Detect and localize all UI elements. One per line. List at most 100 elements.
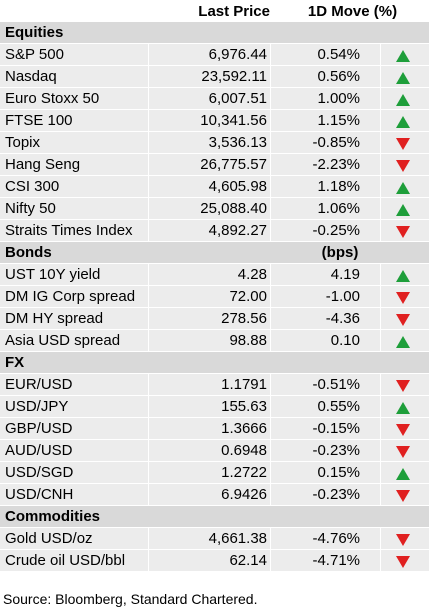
table-header: Last Price 1D Move (%): [0, 0, 429, 22]
down-arrow-icon: [396, 446, 410, 458]
market-table: Equities S&P 500 6,976.44 0.54% Nasdaq 23,592…: [0, 22, 429, 572]
table-row: USD/JPY 155.63 0.55%: [0, 396, 429, 418]
last-price: 62.14: [229, 552, 267, 569]
column-divider: [270, 110, 271, 131]
daily-move: 0.56%: [317, 68, 360, 85]
table-row: Gold USD/oz 4,661.38 -4.76%: [0, 528, 429, 550]
column-divider: [148, 330, 149, 351]
column-divider: [270, 154, 271, 175]
instrument-name: S&P 500: [5, 46, 64, 63]
column-divider: [380, 66, 381, 87]
last-price: 4,892.27: [208, 222, 267, 239]
instrument-name: USD/SGD: [5, 464, 74, 481]
instrument-name: Topix: [5, 134, 41, 151]
daily-move: -1.00: [325, 288, 360, 305]
column-divider: [270, 264, 271, 285]
daily-move: 0.10: [330, 332, 360, 349]
last-price: 4,661.38: [208, 530, 267, 547]
header-1d-move: 1D Move (%): [307, 3, 398, 20]
column-divider: [270, 550, 271, 571]
last-price: 1.2722: [221, 464, 267, 481]
column-divider: [148, 418, 149, 439]
column-divider: [148, 484, 149, 505]
column-divider: [270, 132, 271, 153]
instrument-name: Euro Stoxx 50: [5, 90, 100, 107]
instrument-name: USD/JPY: [5, 398, 69, 415]
up-arrow-icon: [396, 204, 410, 216]
column-divider: [148, 528, 149, 549]
column-divider: [380, 484, 381, 505]
down-arrow-icon: [396, 314, 410, 326]
last-price: 26,775.57: [200, 156, 267, 173]
table-row: USD/SGD 1.2722 0.15%: [0, 462, 429, 484]
down-arrow-icon: [396, 160, 410, 172]
instrument-name: Gold USD/oz: [5, 530, 93, 547]
table-row: GBP/USD 1.3666 -0.15%: [0, 418, 429, 440]
column-divider: [270, 88, 271, 109]
column-divider: [380, 110, 381, 131]
column-divider: [148, 264, 149, 285]
column-divider: [380, 264, 381, 285]
up-arrow-icon: [396, 50, 410, 62]
column-divider: [148, 176, 149, 197]
section-title: Commodities: [5, 508, 101, 525]
up-arrow-icon: [396, 270, 410, 282]
column-divider: [148, 88, 149, 109]
last-price: 0.6948: [221, 442, 267, 459]
column-divider: [148, 308, 149, 329]
column-divider: [148, 198, 149, 219]
down-arrow-icon: [396, 424, 410, 436]
last-price: 3,536.13: [208, 134, 267, 151]
daily-move: 1.00%: [317, 90, 360, 107]
column-divider: [380, 374, 381, 395]
column-divider: [380, 286, 381, 307]
daily-move: 1.06%: [317, 200, 360, 217]
header-last-price: Last Price: [198, 3, 270, 20]
column-divider: [380, 132, 381, 153]
column-divider: [270, 462, 271, 483]
column-divider: [270, 440, 271, 461]
table-row: S&P 500 6,976.44 0.54%: [0, 44, 429, 66]
last-price: 23,592.11: [201, 68, 267, 85]
instrument-name: EUR/USD: [5, 376, 73, 393]
table-row: CSI 300 4,605.98 1.18%: [0, 176, 429, 198]
instrument-name: GBP/USD: [5, 420, 73, 437]
section-title: FX: [5, 354, 25, 371]
table-row: AUD/USD 0.6948 -0.23%: [0, 440, 429, 462]
last-price: 1.3666: [221, 420, 267, 437]
instrument-name: Crude oil USD/bbl: [5, 552, 126, 569]
column-divider: [270, 374, 271, 395]
table-row: Crude oil USD/bbl 62.14 -4.71%: [0, 550, 429, 572]
column-divider: [148, 286, 149, 307]
last-price: 6,976.44: [208, 46, 267, 63]
column-divider: [148, 132, 149, 153]
instrument-name: Asia USD spread: [5, 332, 121, 349]
daily-move: -4.76%: [312, 530, 360, 547]
down-arrow-icon: [396, 534, 410, 546]
up-arrow-icon: [396, 336, 410, 348]
column-divider: [270, 66, 271, 87]
down-arrow-icon: [396, 226, 410, 238]
instrument-name: USD/CNH: [5, 486, 74, 503]
daily-move: -0.85%: [312, 134, 360, 151]
column-divider: [270, 330, 271, 351]
daily-move: 0.15%: [317, 464, 360, 481]
column-divider: [270, 528, 271, 549]
up-arrow-icon: [396, 116, 410, 128]
daily-move: 0.55%: [317, 398, 360, 415]
daily-move: -4.36: [325, 310, 360, 327]
down-arrow-icon: [396, 380, 410, 392]
daily-move: -0.23%: [312, 486, 360, 503]
column-divider: [148, 220, 149, 241]
section-title: Equities: [5, 24, 64, 41]
daily-move: 1.18%: [317, 178, 360, 195]
section-header-commodities: Commodities: [0, 506, 429, 528]
daily-move: 1.15%: [317, 112, 360, 129]
column-divider: [380, 330, 381, 351]
source-note: Source: Bloomberg, Standard Chartered.: [3, 591, 258, 607]
column-divider: [380, 154, 381, 175]
instrument-name: UST 10Y yield: [5, 266, 101, 283]
instrument-name: Nifty 50: [5, 200, 56, 217]
section-title: Bonds: [5, 244, 52, 261]
